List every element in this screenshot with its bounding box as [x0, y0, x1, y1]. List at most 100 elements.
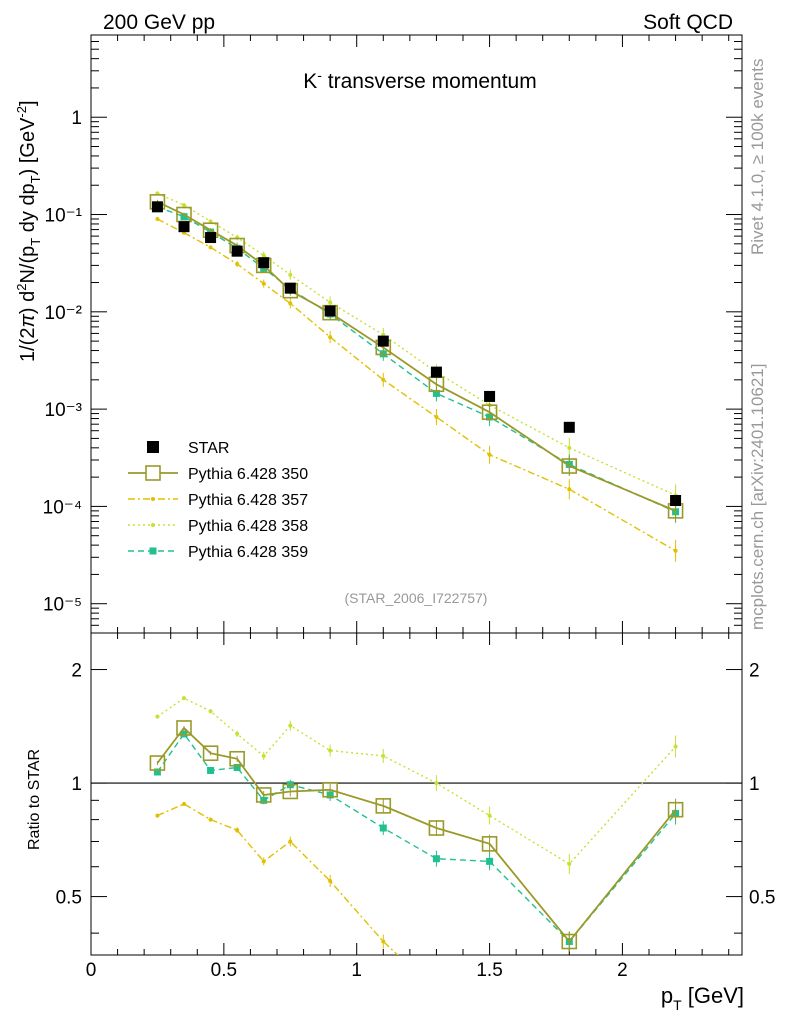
main-data-point — [670, 495, 682, 507]
ratio-dashdot-point — [288, 839, 293, 844]
ratio-solid-point — [202, 745, 219, 762]
ratio-dotted-point — [155, 714, 160, 719]
ratio-tick-label-right: 0.5 — [749, 888, 775, 909]
main-data-point — [258, 257, 270, 269]
ratio-dashed-point — [180, 730, 188, 738]
ratio-dashed-point — [486, 857, 494, 865]
ratio-dotted-point — [567, 862, 572, 867]
x-tick-label: 1 — [351, 960, 362, 981]
legend-label: Pythia 6.428 357 — [188, 492, 308, 509]
y-tick-label: 10⁻² — [45, 303, 83, 324]
y-tick-label: 1 — [71, 108, 82, 129]
main-dashdot-point — [673, 548, 678, 553]
legend-marker-data — [147, 441, 159, 453]
y-tick-label: 10⁻⁴ — [43, 497, 82, 518]
ratio-tick-label: 0.5 — [56, 888, 82, 909]
ratio-solid-point — [255, 787, 272, 803]
main-dashdot-line — [157, 218, 676, 552]
ratio-dashed-point — [379, 824, 387, 832]
ratio-dashed-point — [260, 796, 268, 804]
ratio-solid-point — [176, 720, 192, 736]
legend-marker — [145, 465, 161, 481]
mcplots-label: mcplots.cern.ch [arXiv:2401.10621] — [748, 364, 767, 630]
ratio-dotted-point — [182, 696, 186, 701]
ratio-dashdot-point — [434, 990, 438, 994]
ratio-dashdot-point — [674, 990, 678, 994]
main-dashdot-point — [487, 452, 492, 457]
main-data-point — [484, 390, 496, 402]
ratio-solid-point — [149, 755, 166, 771]
main-data-point — [178, 221, 190, 233]
ratio-dashdot-point — [381, 939, 386, 944]
ratio-solid-point — [428, 820, 445, 836]
ratio-tick-label: 2 — [71, 661, 82, 682]
ratio-dashdot-point — [488, 1015, 492, 1019]
watermark: (STAR_2006_I722757) — [345, 590, 488, 606]
ratio-frame — [90, 632, 743, 956]
header-right: Soft QCD — [643, 11, 733, 34]
ratio-solid-point — [229, 750, 245, 767]
ratio-dotted-point — [288, 723, 293, 728]
ratio-solid-point — [561, 933, 578, 950]
ratio-dotted-point — [235, 731, 240, 736]
plot-title: K- transverse momentum — [303, 67, 536, 93]
ratio-dotted-point — [328, 748, 333, 753]
legend-label: Pythia 6.428 350 — [188, 466, 308, 483]
y-tick-label: 10⁻¹ — [45, 206, 83, 227]
main-dotted-point — [567, 445, 572, 450]
main-data-point — [231, 245, 243, 257]
ratio-dashdot-point — [261, 859, 266, 864]
x-tick-label: 0 — [86, 960, 97, 981]
main-dashdot-point — [567, 487, 572, 492]
main-dashdot-point — [261, 281, 266, 286]
ratio-y-axis-label: Ratio to STAR — [26, 749, 43, 850]
main-dashdot-point — [328, 335, 333, 340]
main-dotted-point — [208, 219, 213, 224]
legend-label: Pythia 6.428 358 — [188, 518, 308, 535]
main-dashdot-point — [208, 245, 213, 250]
legend-marker — [149, 547, 157, 555]
main-dotted-point — [288, 272, 293, 277]
main-dotted-point — [182, 203, 186, 208]
ratio-dotted-point — [381, 753, 386, 758]
main-dotted-point — [328, 300, 333, 305]
ratio-dashdot-point — [155, 813, 160, 818]
ratio-solid-point — [282, 783, 299, 800]
ratio-dotted-point — [434, 781, 439, 786]
main-dashdot-point — [235, 262, 240, 267]
main-dashdot-point — [381, 377, 386, 382]
main-solid-point — [481, 404, 498, 420]
x-tick-label: 2 — [617, 960, 628, 981]
legend-marker — [151, 523, 155, 527]
main-dashdot-point — [434, 414, 439, 419]
ratio-dashdot-line — [157, 803, 399, 955]
ratio-dotted-point — [487, 813, 492, 818]
legend-label: Pythia 6.428 359 — [188, 544, 308, 561]
ratio-dashed-point — [153, 768, 161, 776]
main-dashdot-point — [288, 301, 293, 306]
ratio-solid-point — [375, 798, 392, 814]
y-axis-label: 1/(2π) d2N/(pT dy dpT) [GeV-2] — [14, 100, 43, 362]
main-dashed-point — [180, 213, 188, 221]
y-tick-label: 10⁻³ — [45, 400, 83, 421]
main-data-point — [563, 421, 575, 433]
ratio-solid-line — [156, 726, 677, 943]
ratio-dotted-line — [156, 697, 677, 865]
main-data-point — [205, 232, 217, 244]
ratio-tick-label-right: 1 — [749, 774, 760, 795]
main-solid-point — [561, 458, 578, 474]
ratio-dotted-point — [208, 709, 213, 714]
main-data-point — [430, 366, 442, 378]
ratio-dotted-point — [261, 753, 266, 758]
main-dotted-line — [157, 192, 676, 496]
main-dotted-point — [261, 253, 266, 258]
ratio-dashdot-point — [208, 817, 213, 822]
main-data-point — [284, 282, 296, 294]
x-tick-label: 0.5 — [211, 960, 237, 981]
ratio-dashed-point — [207, 766, 215, 774]
main-data-point — [151, 201, 163, 213]
ratio-solid-point — [667, 801, 684, 818]
ratio-dotted-point — [673, 744, 678, 749]
ratio-dashdot-point — [182, 802, 186, 807]
